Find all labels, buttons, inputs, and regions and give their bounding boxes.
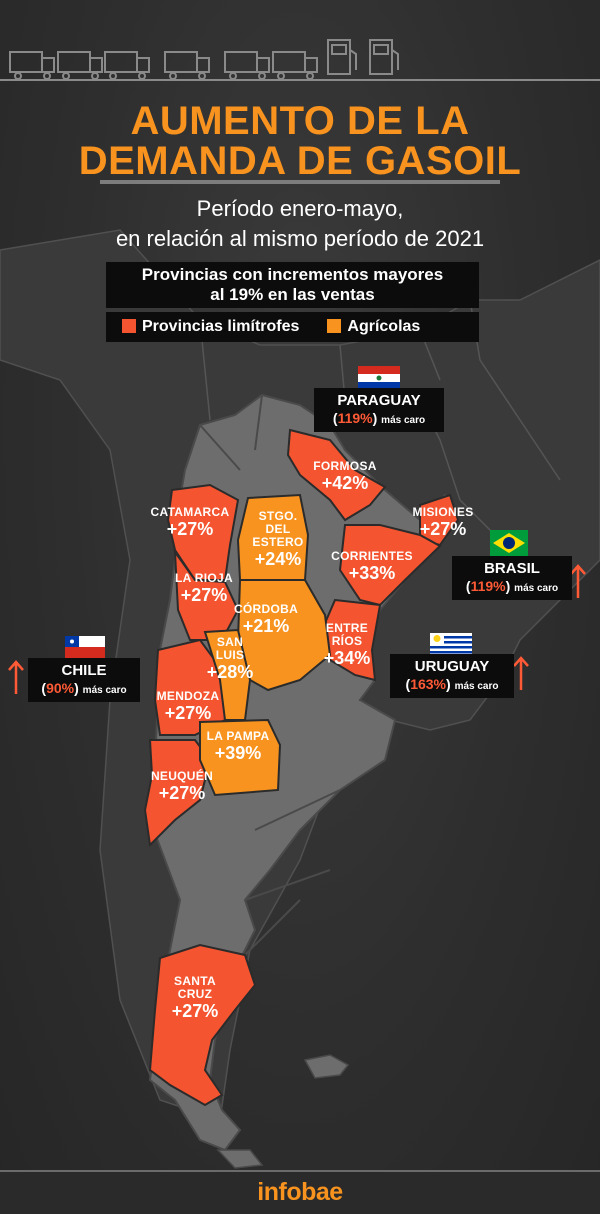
label-la-rioja: LA RIOJA +27% (175, 571, 233, 606)
infobae-logo[interactable]: infobae (257, 1178, 343, 1206)
subtitle-line-1: Período enero-mayo, (196, 196, 404, 221)
paraguay-flag-icon (358, 366, 400, 390)
tierra-del-fuego (216, 1149, 264, 1169)
legend-item-agricolas: Agrícolas (327, 318, 420, 336)
truck-icons-row (0, 39, 600, 81)
up-arrow-icon (570, 564, 586, 598)
footer-divider (0, 1170, 600, 1172)
footer (0, 1170, 600, 1214)
label-neuquen: NEUQUÉN +27% (150, 769, 214, 804)
truck-icon (272, 51, 318, 80)
fuel-pump-icon (369, 39, 399, 75)
label-san-luis: SAN LUIS +28% (206, 635, 254, 683)
province-corrientes (338, 524, 442, 607)
title-line-1: AUMENTO DE LA (130, 99, 470, 143)
label-cordoba: CÓRDOBA +21% (233, 602, 299, 637)
legend-item-limitrofes: Provincias limítrofes (122, 318, 299, 336)
label-corrientes: CORRIENTES +33% (331, 549, 413, 584)
label-formosa: FORMOSA +42% (313, 459, 377, 494)
country-box-paraguay: PARAGUAY (119%) más caro (314, 388, 444, 432)
brazil-flag-icon (490, 530, 528, 556)
label-entre-rios: ENTRE RÍOS +34% (323, 621, 371, 669)
province-la-rioja (173, 548, 240, 641)
label-mendoza: MENDOZA +27% (156, 689, 220, 724)
label-santiago-del-estero: STGO. DEL ESTERO +24% (252, 509, 304, 570)
title-underline (100, 180, 500, 184)
fuel-pump-icon (327, 39, 357, 75)
uruguay-flag-icon (430, 633, 472, 655)
truck-icon (9, 51, 55, 80)
subtitle-line-2: en relación al mismo período de 2021 (115, 226, 485, 251)
label-la-pampa: LA PAMPA +39% (206, 729, 270, 764)
truck-icon (104, 51, 150, 80)
legend: Provincias limítrofes Agrícolas (106, 312, 479, 342)
truck-icon (164, 51, 210, 80)
country-box-chile: CHILE (90%) más caro (28, 658, 140, 702)
label-misiones: MISIONES +27% (412, 505, 474, 540)
legend-swatch-agricolas (327, 319, 342, 333)
province-catamarca (166, 483, 240, 581)
label-catamarca: CATAMARCA +27% (150, 505, 230, 540)
chile-flag-icon (65, 636, 105, 658)
title-line-2: DEMANDA DE GASOIL (78, 139, 522, 183)
label-santa-cruz: SANTA CRUZ +27% (171, 974, 219, 1022)
legend-title-line-1: Provincias con incrementos mayores (141, 265, 444, 284)
up-arrow-icon (8, 660, 24, 694)
legend-title-line-2: al 19% en las ventas (210, 285, 375, 304)
truck-icon (224, 51, 270, 80)
country-box-brasil: BRASIL (119%) más caro (452, 556, 572, 600)
legend-title: Provincias con incrementos mayores al 19… (106, 262, 479, 308)
up-arrow-icon (513, 656, 529, 690)
province-la-pampa (199, 718, 282, 797)
gray-province-borders (199, 394, 341, 981)
truck-icon (57, 51, 103, 80)
malvinas (303, 1054, 350, 1079)
province-formosa (286, 428, 387, 522)
legend-swatch-limitrofes (122, 319, 136, 333)
country-box-uruguay: URUGUAY (163%) más caro (390, 654, 514, 698)
province-santa-cruz (148, 943, 257, 1107)
